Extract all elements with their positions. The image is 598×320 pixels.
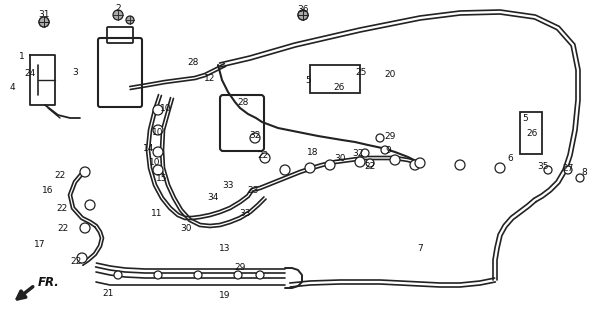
Text: 32: 32: [249, 131, 261, 140]
Text: 1: 1: [19, 52, 25, 60]
Circle shape: [355, 157, 365, 167]
Circle shape: [576, 174, 584, 182]
Text: 11: 11: [151, 209, 163, 218]
Text: 14: 14: [144, 143, 155, 153]
Text: 6: 6: [507, 154, 513, 163]
Circle shape: [390, 155, 400, 165]
Text: 10: 10: [160, 103, 172, 113]
Text: 33: 33: [222, 180, 234, 189]
Text: 3: 3: [72, 68, 78, 76]
Circle shape: [77, 253, 87, 263]
Text: 24: 24: [25, 68, 36, 77]
Text: 31: 31: [38, 10, 50, 19]
Text: 22: 22: [54, 171, 66, 180]
Circle shape: [381, 146, 389, 154]
Text: 19: 19: [219, 291, 231, 300]
Circle shape: [114, 271, 122, 279]
Text: 5: 5: [522, 114, 528, 123]
Circle shape: [410, 160, 420, 170]
Text: 29: 29: [385, 132, 396, 140]
Text: 8: 8: [581, 167, 587, 177]
Circle shape: [256, 271, 264, 279]
Circle shape: [153, 147, 163, 157]
Text: 29: 29: [234, 263, 246, 273]
Circle shape: [564, 166, 572, 174]
Text: 9: 9: [385, 146, 391, 155]
Text: 10: 10: [152, 127, 164, 137]
Bar: [310, 65, 360, 93]
Text: 23: 23: [248, 186, 259, 195]
Circle shape: [325, 160, 335, 170]
Circle shape: [544, 166, 552, 174]
Circle shape: [39, 17, 49, 27]
Text: 16: 16: [42, 186, 54, 195]
Text: 33: 33: [239, 209, 251, 218]
Text: 22: 22: [71, 258, 81, 267]
Text: 17: 17: [34, 239, 46, 249]
Circle shape: [361, 149, 369, 157]
Text: 22: 22: [364, 162, 376, 171]
Circle shape: [495, 163, 505, 173]
Circle shape: [250, 133, 260, 143]
Circle shape: [298, 10, 308, 20]
Text: 36: 36: [297, 4, 309, 13]
Text: 22: 22: [257, 150, 269, 159]
Text: 5: 5: [305, 76, 311, 84]
Text: 2: 2: [115, 4, 121, 12]
Text: 12: 12: [205, 74, 216, 83]
Text: FR.: FR.: [38, 276, 60, 290]
Bar: [520, 112, 542, 154]
Circle shape: [415, 158, 425, 168]
Text: 21: 21: [102, 289, 114, 298]
Text: 35: 35: [537, 162, 549, 171]
Circle shape: [154, 271, 162, 279]
Circle shape: [234, 271, 242, 279]
Circle shape: [126, 16, 134, 24]
Circle shape: [153, 165, 163, 175]
Circle shape: [80, 167, 90, 177]
Text: 22: 22: [56, 204, 68, 212]
Circle shape: [39, 17, 49, 27]
Text: 25: 25: [355, 68, 367, 76]
Circle shape: [194, 271, 202, 279]
Text: 4: 4: [9, 83, 15, 92]
Text: 30: 30: [334, 154, 346, 163]
Text: 34: 34: [208, 193, 219, 202]
Circle shape: [85, 200, 95, 210]
Circle shape: [153, 105, 163, 115]
Circle shape: [153, 125, 163, 135]
Text: 28: 28: [187, 58, 199, 67]
Text: 20: 20: [385, 69, 396, 78]
Text: 22: 22: [57, 223, 69, 233]
Text: 26: 26: [526, 129, 538, 138]
Circle shape: [298, 10, 308, 20]
Text: 18: 18: [307, 148, 319, 156]
Text: 7: 7: [417, 244, 423, 252]
Text: 15: 15: [156, 173, 168, 182]
Circle shape: [455, 160, 465, 170]
Circle shape: [280, 165, 290, 175]
Text: 26: 26: [333, 83, 344, 92]
Text: 10: 10: [150, 157, 161, 166]
Circle shape: [113, 10, 123, 20]
Text: 32: 32: [352, 148, 364, 157]
Text: 28: 28: [237, 98, 249, 107]
Circle shape: [376, 134, 384, 142]
Text: 13: 13: [219, 244, 231, 252]
Text: 30: 30: [180, 223, 192, 233]
Circle shape: [366, 159, 374, 167]
Circle shape: [305, 163, 315, 173]
Text: 27: 27: [562, 164, 573, 172]
Circle shape: [80, 223, 90, 233]
Circle shape: [260, 153, 270, 163]
